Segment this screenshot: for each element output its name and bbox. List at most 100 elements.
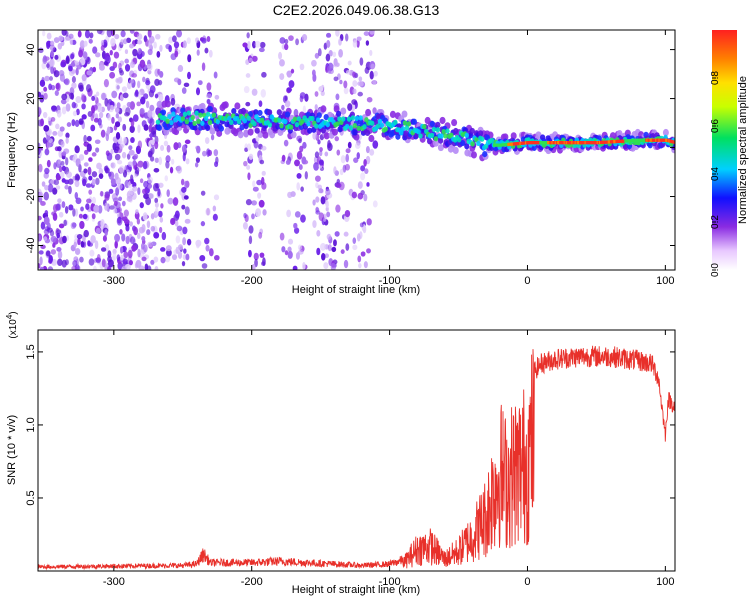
spectrogram-ridge-mark	[582, 141, 585, 145]
spectrogram-noise-mark	[186, 238, 192, 246]
spectrogram-noise-mark	[213, 149, 219, 157]
spectrogram-noise-mark	[38, 234, 41, 242]
spectrogram-noise-mark	[208, 248, 214, 257]
spectrogram-signal-mark	[452, 146, 459, 155]
spectrogram-ridge-mark	[608, 140, 612, 144]
spectrogram-ridge-mark	[534, 141, 538, 145]
spectrogram-noise-mark	[117, 216, 122, 224]
spectrogram-signal-mark	[315, 117, 321, 123]
spectrogram-noise-mark	[72, 208, 76, 217]
spectrogram-signal-mark	[352, 122, 358, 129]
spectrogram-noise-mark	[343, 80, 348, 89]
spectrogram-noise-mark	[84, 30, 90, 39]
spectrogram-noise-mark	[327, 244, 332, 252]
spectrogram-ridge-mark	[605, 140, 608, 144]
spectrogram-noise-mark	[97, 204, 103, 214]
spectrogram-ridge-mark	[564, 141, 567, 145]
spectrogram-noise-mark	[158, 156, 163, 166]
spectrogram-noise-mark	[297, 249, 304, 255]
spectrogram-noise-mark	[95, 147, 100, 153]
spectrogram-signal-mark	[155, 119, 161, 125]
spectrogram-noise-mark	[158, 210, 163, 218]
spectrogram-signal-mark	[323, 113, 329, 121]
spectrogram-ridge-mark	[641, 138, 645, 142]
spectrogram-signal-mark	[211, 112, 217, 118]
spectrogram-noise-mark	[71, 101, 77, 109]
spectrogram-noise-mark	[165, 160, 170, 169]
spectrogram-noise-mark	[147, 176, 153, 184]
spectrogram-signal-mark	[205, 111, 211, 117]
spectrogram-noise-mark	[298, 164, 303, 171]
spectrogram-noise-mark	[295, 38, 299, 46]
spectrogram-noise-mark	[312, 73, 317, 82]
spectrogram-noise-mark	[320, 242, 326, 251]
spectrogram-noise-mark	[78, 213, 83, 219]
spectrogram-noise-mark	[352, 71, 356, 78]
spectrogram-noise-mark	[117, 159, 123, 165]
spectrogram-ridge-mark	[671, 140, 674, 144]
spectrogram-signal-mark	[616, 130, 623, 138]
spectrogram-x-tick-label: 0	[524, 275, 530, 287]
spectrogram-signal-mark	[354, 115, 359, 122]
spectrogram-ridge-mark	[506, 142, 509, 147]
spectrogram-y-label: Frequency (Hz)	[6, 112, 18, 188]
spectrogram-noise-mark	[136, 101, 141, 107]
spectrogram-noise-mark	[58, 165, 63, 173]
spectrogram-ridge-mark	[515, 142, 518, 146]
spectrogram-noise-mark	[248, 57, 253, 63]
spectrogram-noise-mark	[109, 71, 116, 79]
spectrogram-noise-mark	[129, 221, 133, 227]
spectrogram-signal-mark	[662, 128, 669, 137]
spectrogram-ridge-mark	[646, 138, 649, 142]
spectrogram-noise-mark	[139, 202, 144, 209]
spectrogram-noise-mark	[72, 260, 78, 267]
spectrogram-noise-mark	[300, 186, 304, 192]
spectrogram-ridge-mark	[558, 141, 561, 145]
spectrogram-noise-mark	[343, 231, 349, 237]
spectrogram-ridge-mark	[639, 138, 642, 142]
spectrogram-noise-mark	[301, 156, 307, 165]
spectrogram-noise-mark	[61, 201, 66, 208]
spectrogram-marks	[38, 30, 675, 270]
spectrogram-noise-mark	[245, 73, 251, 78]
spectrogram-noise-mark	[370, 63, 375, 70]
spectrogram-noise-mark	[57, 42, 63, 50]
spectrogram-noise-mark	[184, 206, 190, 216]
spectrogram-noise-mark	[98, 173, 104, 179]
spectrogram-noise-mark	[74, 145, 80, 154]
spectrogram-noise-mark	[177, 78, 182, 86]
spectrogram-noise-mark	[300, 214, 306, 223]
spectrogram-noise-mark	[74, 192, 79, 200]
spectrogram-ridge-mark	[537, 141, 540, 145]
spectrogram-noise-mark	[146, 220, 151, 229]
spectrogram-ridge-mark	[665, 138, 668, 142]
spectrogram-noise-mark	[100, 92, 106, 101]
spectrogram-ridge-mark	[652, 138, 656, 142]
snr-frame	[37, 329, 676, 572]
spectrogram-noise-mark	[333, 239, 337, 247]
spectrogram-noise-mark	[312, 220, 317, 228]
spectrogram-noise-mark	[110, 37, 116, 47]
spectrogram-noise-mark	[119, 94, 124, 102]
spectrogram-noise-mark	[205, 207, 211, 216]
spectrogram-y-tick-label: -40	[25, 238, 37, 254]
spectrogram-ridge-mark	[584, 141, 587, 145]
colorbar: 0.0 0.2 0.4 0.6 0.8 Normalized spectral ampl…	[710, 30, 749, 277]
spectrogram-noise-mark	[176, 225, 183, 232]
spectrogram-noise-mark	[41, 181, 46, 187]
spectrogram-signal-mark	[368, 134, 375, 143]
spectrogram-noise-mark	[165, 155, 171, 163]
spectrogram-noise-mark	[137, 187, 141, 196]
spectrogram-noise-mark	[325, 206, 329, 212]
spectrogram-noise-mark	[359, 81, 364, 87]
spectrogram-noise-mark	[325, 53, 331, 62]
spectrogram-noise-mark	[258, 100, 263, 108]
spectrogram-ridge-mark	[667, 139, 670, 143]
snr-x-tick-label: -300	[103, 576, 125, 588]
spectrogram-noise-mark	[299, 92, 306, 99]
spectrogram-ridge-mark	[541, 141, 544, 145]
spectrogram-signal-mark	[320, 105, 327, 113]
spectrogram-noise-mark	[145, 100, 150, 109]
spectrogram-x-axis: -300 -200 -100 0 100	[103, 30, 675, 287]
spectrogram-noise-mark	[279, 37, 286, 44]
